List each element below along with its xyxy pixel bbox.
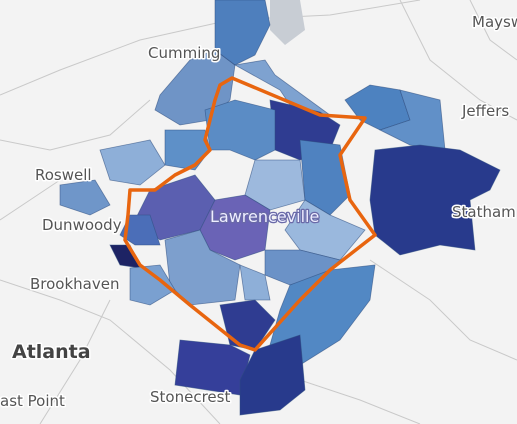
region xyxy=(214,0,271,66)
place-label: Statham xyxy=(452,203,516,221)
place-label: Jeffers xyxy=(461,102,509,120)
lake xyxy=(270,0,305,45)
region xyxy=(299,139,351,216)
regions xyxy=(59,0,501,416)
place-label: Dunwoody xyxy=(42,216,122,234)
region xyxy=(99,139,166,186)
place-label: Atlanta xyxy=(12,341,91,363)
region xyxy=(204,99,276,161)
region xyxy=(378,89,446,151)
place-labels: Maysw Cumming Jeffers Roswell Dunwoody L… xyxy=(0,12,517,412)
region xyxy=(369,144,501,256)
region xyxy=(129,264,176,306)
region xyxy=(219,299,276,351)
place-label: Maysw xyxy=(472,13,517,31)
region xyxy=(244,159,306,211)
region xyxy=(119,214,161,246)
place-label: Cumming xyxy=(148,44,220,62)
boundary-outline xyxy=(123,76,377,352)
region xyxy=(239,264,271,301)
place-label: ast Point xyxy=(0,392,65,410)
region xyxy=(59,179,111,216)
place-label: Stonecrest xyxy=(150,388,230,406)
place-label: Lawrenceville xyxy=(210,207,319,226)
place-label: Brookhaven xyxy=(30,275,119,293)
region xyxy=(239,334,306,416)
place-label: Roswell xyxy=(35,166,92,184)
